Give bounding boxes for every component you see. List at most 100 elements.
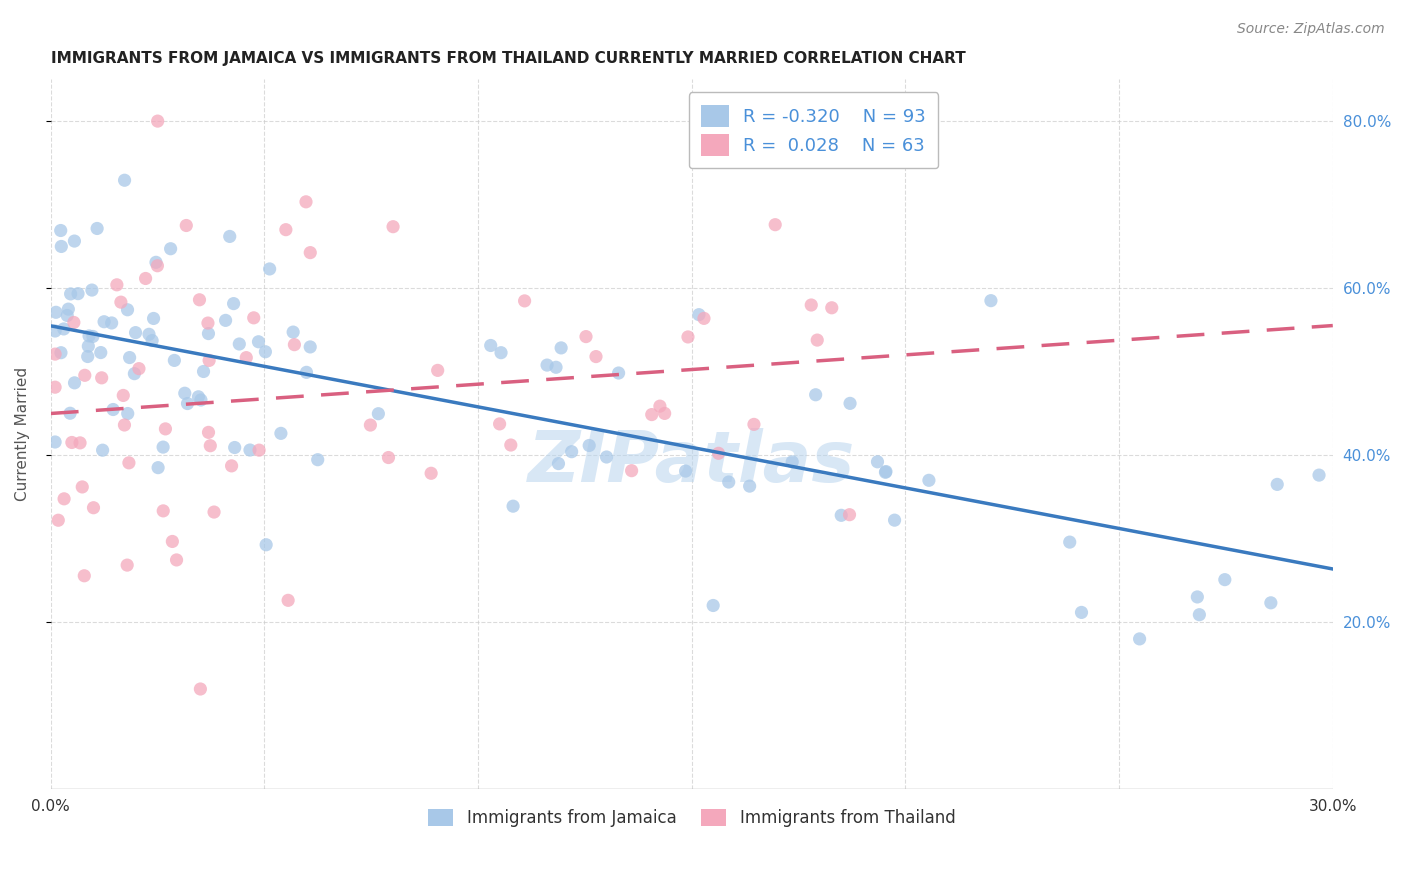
Point [77,329,100,343]
Point [1213,573,1236,587]
Point [67,286,90,301]
Point [44,435,66,450]
Point [146,460,169,475]
Point [190,681,212,696]
Point [295,194,318,209]
Point [274,222,297,236]
Point [124,367,146,381]
Point [281,325,304,339]
Point [221,458,243,473]
Point [980,293,1002,308]
Point [222,296,245,310]
Point [235,351,257,365]
Point [228,337,250,351]
Point [239,443,262,458]
Point [299,245,322,260]
Point [193,364,215,378]
Point [90,371,112,385]
Point [688,308,710,322]
Point [86,221,108,235]
Point [198,353,221,368]
Point [142,311,165,326]
Point [800,298,823,312]
Point [742,417,765,432]
Point [82,329,104,343]
Point [1308,468,1330,483]
Point [117,302,139,317]
Point [112,388,135,402]
Point [918,473,941,487]
Point [224,441,246,455]
Point [488,417,510,431]
Point [155,422,177,436]
Point [676,330,699,344]
Point [702,599,724,613]
Point [60,435,83,450]
Point [59,286,82,301]
Point [49,345,72,359]
Point [63,315,86,329]
Point [44,347,66,361]
Point [77,339,100,353]
Point [52,322,75,336]
Point [105,277,128,292]
Point [72,480,94,494]
Point [218,229,240,244]
Point [91,443,114,458]
Point [242,310,264,325]
Point [536,358,558,372]
Point [214,313,236,327]
Point [197,425,219,440]
Point [1070,606,1092,620]
Point [270,426,292,441]
Point [166,553,188,567]
Point [247,443,270,458]
Point [202,505,225,519]
Point [159,242,181,256]
Point [46,513,69,527]
Point [299,340,322,354]
Point [114,173,136,187]
Point [117,407,139,421]
Point [69,436,91,450]
Point [675,464,697,478]
Point [1188,607,1211,622]
Point [544,360,567,375]
Point [190,392,212,407]
Point [513,293,536,308]
Point [197,326,219,341]
Point [1265,477,1288,491]
Text: Source: ZipAtlas.com: Source: ZipAtlas.com [1237,22,1385,37]
Point [866,455,889,469]
Point [115,558,138,573]
Point [382,219,405,234]
Point [875,465,897,479]
Point [499,438,522,452]
Point [780,455,803,469]
Point [145,255,167,269]
Point [377,450,399,465]
Point [821,301,844,315]
Point [1187,590,1209,604]
Point [51,239,73,253]
Point [838,508,860,522]
Point [875,465,897,479]
Point [63,376,86,390]
Point [550,341,572,355]
Text: ZIPatlas: ZIPatlas [529,428,855,497]
Point [63,234,86,248]
Point [561,444,583,458]
Point [648,399,671,413]
Point [489,345,512,359]
Point [90,345,112,359]
Point [693,311,716,326]
Point [73,368,96,383]
Point [839,396,862,410]
Point [128,361,150,376]
Point [547,457,569,471]
Point [146,259,169,273]
Point [56,309,79,323]
Point [82,500,104,515]
Point [80,283,103,297]
Point [174,219,197,233]
